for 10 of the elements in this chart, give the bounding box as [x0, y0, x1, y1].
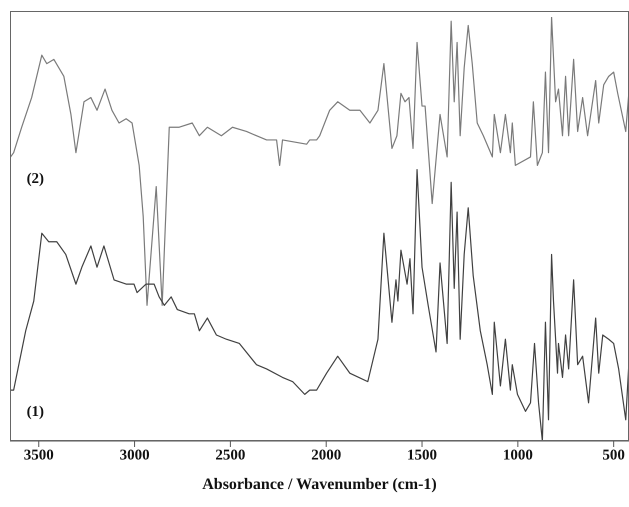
x-tick-label: 2500: [215, 448, 246, 464]
x-tick-label: 1000: [502, 448, 533, 464]
x-tick-label: 3000: [120, 448, 150, 464]
x-tick-label: 1500: [407, 448, 438, 464]
x-tick-label: 2000: [311, 448, 342, 464]
x-axis-title: Absorbance / Wavenumber (cm-1): [202, 476, 437, 493]
x-tick-label: 500: [602, 448, 625, 464]
series-label: (1): [26, 404, 44, 420]
x-tick-label: 3500: [24, 448, 54, 464]
series-label: (2): [26, 170, 44, 187]
